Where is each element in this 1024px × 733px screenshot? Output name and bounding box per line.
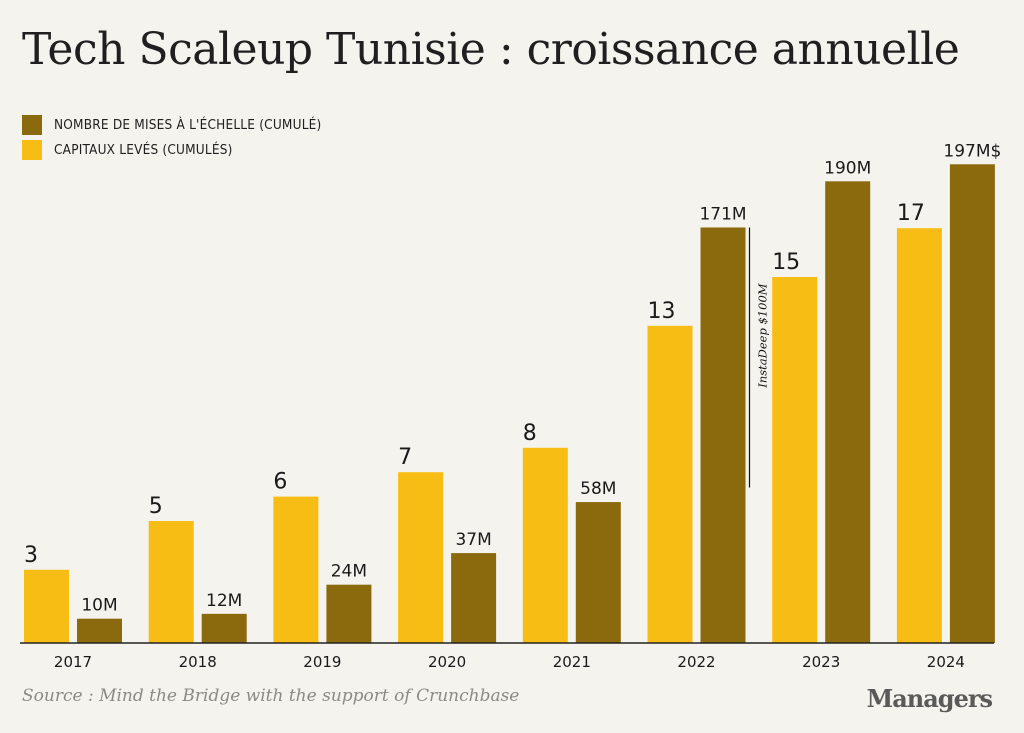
label-scaleups-2022: 171M — [699, 204, 746, 224]
label-capital-2022: 13 — [648, 299, 676, 324]
bar-capital-2024 — [896, 228, 942, 643]
bar-scaleups-2023 — [825, 181, 871, 644]
label-capital-2017: 3 — [24, 543, 38, 568]
legend-label-scaleups: NOMBRE DE MISES À L'ÉCHELLE (CUMULÉ) — [54, 116, 322, 133]
x-tick-2024: 2024 — [927, 653, 965, 671]
brand-logo: Managers — [866, 684, 993, 713]
bar-scaleups-2019 — [326, 584, 372, 643]
bar-scaleups-2024 — [949, 164, 995, 644]
bar-scaleups-2021 — [575, 502, 621, 643]
x-tick-2023: 2023 — [802, 653, 840, 671]
bar-scaleups-2022 — [700, 227, 746, 643]
x-tick-2018: 2018 — [179, 653, 217, 671]
bar-capital-2019 — [273, 496, 319, 643]
legend-item-scaleups: NOMBRE DE MISES À L'ÉCHELLE (CUMULÉ) — [22, 112, 321, 137]
legend-item-capital: CAPITAUX LEVÉS (CUMULÉS) — [22, 137, 321, 162]
bar-capital-2018 — [148, 521, 194, 643]
legend: NOMBRE DE MISES À L'ÉCHELLE (CUMULÉ) CAP… — [22, 112, 321, 162]
bar-scaleups-2018 — [201, 613, 247, 643]
label-capital-2020: 7 — [398, 445, 412, 470]
x-tick-2017: 2017 — [54, 653, 92, 671]
label-scaleups-2019: 24M — [331, 562, 367, 582]
bar-capital-2017 — [24, 569, 69, 643]
label-capital-2021: 8 — [523, 421, 537, 446]
label-scaleups-2023: 190M — [824, 158, 871, 178]
label-capital-2018: 5 — [149, 494, 163, 519]
label-capital-2019: 6 — [273, 470, 287, 495]
bar-scaleups-2020 — [451, 553, 497, 643]
label-scaleups-2020: 37M — [455, 530, 491, 550]
x-tick-2020: 2020 — [428, 653, 466, 671]
annotation-text-instadeep: InstaDeep $100M — [756, 282, 770, 388]
legend-label-capital: CAPITAUX LEVÉS (CUMULÉS) — [54, 141, 233, 158]
legend-swatch-capital — [22, 139, 42, 160]
bar-capital-2021 — [522, 447, 568, 643]
bar-capital-2022 — [647, 325, 693, 643]
bar-capital-2020 — [398, 472, 444, 643]
bar-capital-2023 — [772, 277, 818, 643]
source-note: Source : Mind the Bridge with the suppor… — [22, 686, 520, 706]
label-scaleups-2018: 12M — [206, 591, 242, 611]
label-scaleups-2021: 58M — [580, 479, 616, 499]
x-tick-2021: 2021 — [553, 653, 591, 671]
x-tick-2022: 2022 — [677, 653, 715, 671]
chart-title: Tech Scaleup Tunisie : croissance annuel… — [22, 24, 960, 75]
label-capital-2023: 15 — [772, 250, 800, 275]
x-tick-2019: 2019 — [303, 653, 341, 671]
legend-swatch-scaleups — [22, 114, 42, 135]
bar-scaleups-2017 — [77, 618, 122, 643]
label-capital-2024: 17 — [897, 201, 925, 226]
label-scaleups-2024: 197M$ — [943, 141, 1001, 161]
label-scaleups-2017: 10M — [81, 596, 117, 616]
